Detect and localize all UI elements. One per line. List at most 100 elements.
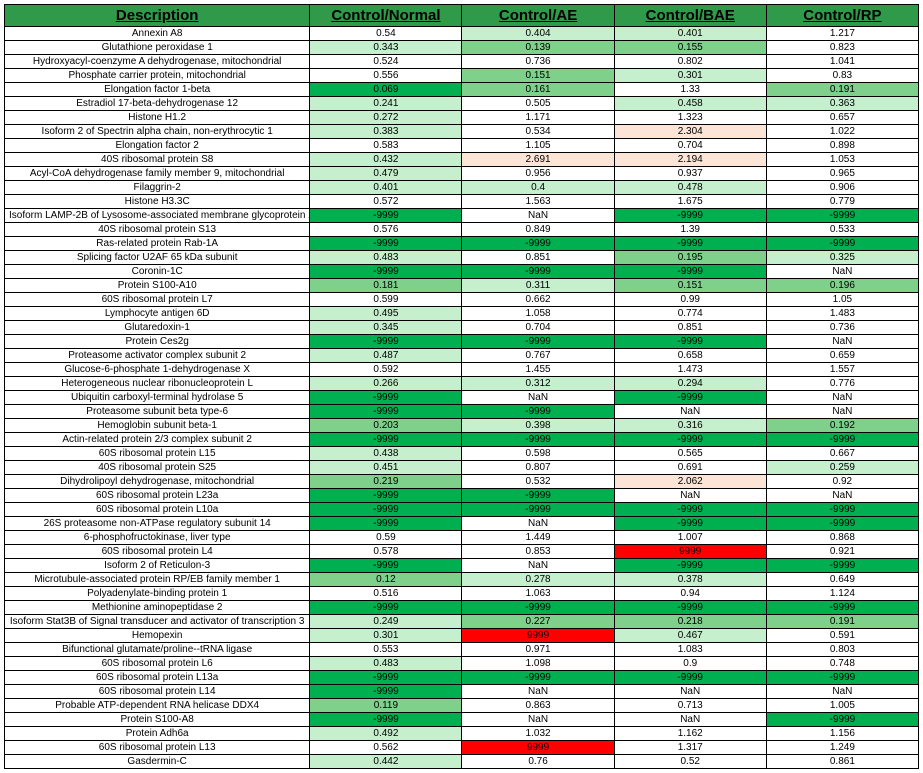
cell-value: -9999	[462, 237, 614, 251]
cell-value: NaN	[614, 405, 766, 419]
cell-value: NaN	[462, 517, 614, 531]
cell-description: Ubiquitin carboxyl-terminal hydrolase 5	[5, 391, 310, 405]
cell-description: Hydroxyacyl-coenzyme A dehydrogenase, mi…	[5, 55, 310, 69]
cell-value: 0.534	[462, 125, 614, 139]
cell-value: -9999	[766, 433, 918, 447]
cell-value: NaN	[462, 209, 614, 223]
cell-value: 0.76	[462, 755, 614, 769]
table-row: Glucose-6-phosphate 1-dehydrogenase X0.5…	[5, 363, 919, 377]
cell-value: -9999	[462, 265, 614, 279]
cell-value: -9999	[766, 237, 918, 251]
cell-value: -9999	[614, 601, 766, 615]
cell-value: 0.467	[614, 629, 766, 643]
table-row: 60S ribosomal protein L10a-9999-9999-999…	[5, 503, 919, 517]
cell-value: 0.9	[614, 657, 766, 671]
cell-value: NaN	[614, 489, 766, 503]
cell-value: -9999	[310, 405, 462, 419]
cell-value: -9999	[310, 391, 462, 405]
cell-description: Elongation factor 2	[5, 139, 310, 153]
cell-value: 0.195	[614, 251, 766, 265]
cell-value: 0.83	[766, 69, 918, 83]
cell-value: -9999	[462, 503, 614, 517]
cell-value: 0.442	[310, 755, 462, 769]
cell-description: Microtubule-associated protein RP/EB fam…	[5, 573, 310, 587]
table-row: Protein Adh6a0.4921.0321.1621.156	[5, 727, 919, 741]
cell-description: 60S ribosomal protein L23a	[5, 489, 310, 503]
cell-value: 0.219	[310, 475, 462, 489]
table-row: Proteasome activator complex subunit 20.…	[5, 349, 919, 363]
cell-value: 1.105	[462, 139, 614, 153]
cell-description: Protein S100-A8	[5, 713, 310, 727]
cell-value: 0.576	[310, 223, 462, 237]
table-row: Protein S100-A100.1810.3110.1510.196	[5, 279, 919, 293]
table-row: Hemoglobin subunit beta-10.2030.3980.316…	[5, 419, 919, 433]
cell-value: -9999	[614, 265, 766, 279]
cell-value: 0.161	[462, 83, 614, 97]
cell-value: 0.241	[310, 97, 462, 111]
cell-value: 1.483	[766, 307, 918, 321]
cell-description: Histone H3.3C	[5, 195, 310, 209]
table-row: Histone H1.20.2721.1711.3230.657	[5, 111, 919, 125]
cell-description: 60S ribosomal protein L7	[5, 293, 310, 307]
cell-description: Splicing factor U2AF 65 kDa subunit	[5, 251, 310, 265]
cell-description: 40S ribosomal protein S13	[5, 223, 310, 237]
cell-value: 0.592	[310, 363, 462, 377]
cell-value: 0.736	[766, 321, 918, 335]
table-row: Elongation factor 20.5831.1050.7040.898	[5, 139, 919, 153]
table-row: Acyl-CoA dehydrogenase family member 9, …	[5, 167, 919, 181]
cell-description: Filaggrin-2	[5, 181, 310, 195]
header-row: Description Control/Normal Control/AE Co…	[5, 5, 919, 27]
table-row: 60S ribosomal protein L14-9999NaNNaNNaN	[5, 685, 919, 699]
cell-value: 0.553	[310, 643, 462, 657]
cell-value: NaN	[766, 489, 918, 503]
cell-value: 0.069	[310, 83, 462, 97]
cell-value: -9999	[462, 405, 614, 419]
cell-value: 0.54	[310, 27, 462, 41]
cell-description: 60S ribosomal protein L10a	[5, 503, 310, 517]
cell-description: Glucose-6-phosphate 1-dehydrogenase X	[5, 363, 310, 377]
cell-value: 0.524	[310, 55, 462, 69]
cell-description: Dihydrolipoyl dehydrogenase, mitochondri…	[5, 475, 310, 489]
table-row: Hydroxyacyl-coenzyme A dehydrogenase, mi…	[5, 55, 919, 69]
cell-value: -9999	[310, 601, 462, 615]
cell-value: 0.774	[614, 307, 766, 321]
cell-value: 0.823	[766, 41, 918, 55]
table-row: 60S ribosomal protein L13a-9999-9999-999…	[5, 671, 919, 685]
header-control-bae: Control/BAE	[614, 5, 766, 27]
cell-value: 0.965	[766, 167, 918, 181]
cell-description: 6-phosphofructokinase, liver type	[5, 531, 310, 545]
table-row: Isoform LAMP-2B of Lysosome-associated m…	[5, 209, 919, 223]
cell-value: NaN	[462, 713, 614, 727]
cell-description: Glutaredoxin-1	[5, 321, 310, 335]
cell-value: 0.487	[310, 349, 462, 363]
cell-value: 0.556	[310, 69, 462, 83]
data-table: Description Control/Normal Control/AE Co…	[4, 4, 919, 769]
cell-value: 1.323	[614, 111, 766, 125]
cell-value: -9999	[310, 335, 462, 349]
cell-value: 0.565	[614, 447, 766, 461]
cell-value: 0.868	[766, 531, 918, 545]
cell-value: 0.155	[614, 41, 766, 55]
cell-value: -9999	[310, 433, 462, 447]
cell-value: NaN	[614, 713, 766, 727]
cell-value: -9999	[310, 489, 462, 503]
cell-value: 0.713	[614, 699, 766, 713]
cell-value: 1.171	[462, 111, 614, 125]
cell-description: Estradiol 17-beta-dehydrogenase 12	[5, 97, 310, 111]
cell-description: Ras-related protein Rab-1A	[5, 237, 310, 251]
cell-value: 0.956	[462, 167, 614, 181]
cell-description: 60S ribosomal protein L15	[5, 447, 310, 461]
table-row: 40S ribosomal protein S130.5760.8491.390…	[5, 223, 919, 237]
table-row: Histone H3.3C0.5721.5631.6750.779	[5, 195, 919, 209]
table-row: Polyadenylate-binding protein 10.5161.06…	[5, 587, 919, 601]
cell-value: 0.906	[766, 181, 918, 195]
cell-value: 0.657	[766, 111, 918, 125]
cell-value: 0.139	[462, 41, 614, 55]
cell-value: 1.473	[614, 363, 766, 377]
cell-value: NaN	[766, 405, 918, 419]
table-row: 60S ribosomal protein L60.4831.0980.90.7…	[5, 657, 919, 671]
cell-value: 0.4	[462, 181, 614, 195]
cell-description: Proteasome activator complex subunit 2	[5, 349, 310, 363]
cell-value: 0.479	[310, 167, 462, 181]
cell-value: 0.803	[766, 643, 918, 657]
